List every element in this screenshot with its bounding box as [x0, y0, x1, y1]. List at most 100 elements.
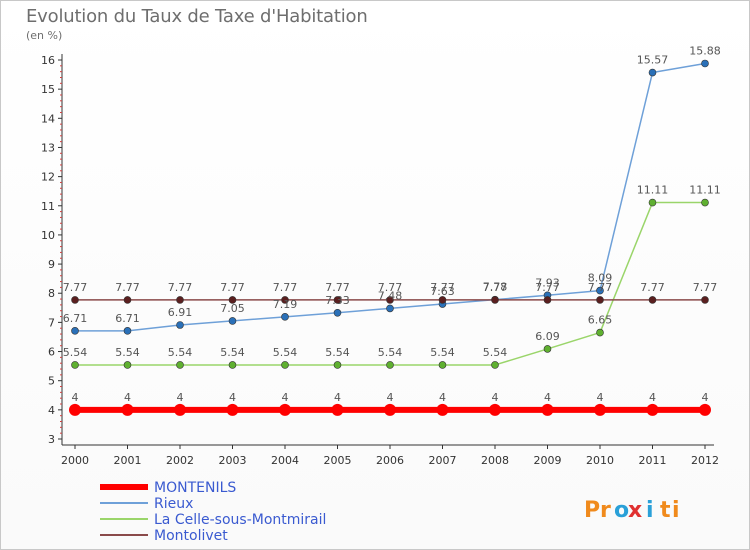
data-point [701, 296, 709, 304]
data-label: 5.54 [430, 346, 455, 359]
chart-title: Evolution du Taux de Taxe d'Habitation [26, 6, 368, 27]
data-label: 4 [72, 391, 79, 404]
data-point [491, 361, 499, 369]
data-label: 4 [387, 391, 394, 404]
data-label: 5.54 [168, 346, 193, 359]
x-tick-label: 2012 [691, 454, 719, 467]
chart-subtitle: (en %) [26, 29, 63, 42]
data-label: 7.93 [535, 276, 560, 289]
x-tick-label: 2006 [376, 454, 404, 467]
y-tick-label: 15 [41, 83, 55, 96]
data-point [596, 296, 604, 304]
legend-label: MONTENILS [154, 480, 236, 496]
data-point [386, 304, 394, 313]
legend-label: Montolivet [154, 528, 228, 544]
data-point [648, 296, 657, 304]
data-label: 5.54 [273, 346, 298, 359]
data-point [176, 361, 184, 369]
data-label: 7.77 [325, 281, 350, 294]
data-label: 4 [597, 391, 604, 404]
legend-label: Rieux [154, 496, 193, 512]
data-point [594, 403, 606, 416]
y-tick-label: 4 [48, 404, 55, 417]
data-point [596, 328, 604, 337]
data-label: 4 [492, 391, 499, 404]
logo-letter: t [660, 498, 671, 523]
data-label: 4 [282, 391, 289, 404]
data-label: 6.91 [168, 306, 193, 319]
data-label: 7.05 [220, 302, 245, 315]
data-point [226, 403, 239, 416]
x-tick-label: 2000 [61, 454, 89, 467]
data-label: 5.54 [115, 346, 140, 359]
data-label: 5.54 [63, 346, 88, 359]
data-point [121, 403, 134, 416]
data-label: 5.54 [483, 346, 508, 359]
data-label: 6.71 [115, 312, 140, 325]
data-point [489, 403, 501, 416]
data-point [71, 296, 79, 304]
y-tick-label: 10 [41, 229, 55, 242]
data-label: 5.54 [220, 346, 245, 359]
data-label: 7.77 [115, 281, 140, 294]
x-tick-label: 2005 [324, 454, 352, 467]
y-tick-label: 13 [41, 141, 55, 154]
data-point [123, 296, 132, 304]
data-point [438, 296, 447, 304]
data-point [176, 296, 184, 304]
data-point [71, 361, 79, 369]
data-point [176, 321, 184, 329]
data-label: 8.09 [588, 272, 613, 285]
data-label: 7.77 [693, 281, 718, 294]
data-label: 7.77 [168, 281, 193, 294]
data-point [228, 317, 237, 325]
data-label: 7.77 [588, 281, 613, 294]
data-label: 7.77 [378, 281, 403, 294]
legend-label: La Celle-sous-Montmirail [154, 512, 326, 528]
data-point [331, 403, 344, 416]
series-layer [69, 59, 711, 416]
y-tick-label: 5 [48, 375, 55, 388]
data-label: 11.11 [689, 184, 721, 197]
data-label: 4 [544, 391, 551, 404]
data-point [281, 313, 289, 321]
x-tick-label: 2008 [481, 454, 509, 467]
x-tick-label: 2001 [114, 454, 142, 467]
data-label: 7.77 [220, 281, 245, 294]
data-point [646, 403, 659, 416]
data-point [386, 361, 394, 369]
data-point [333, 361, 342, 369]
data-label: 4 [229, 391, 236, 404]
logo-letter: o [614, 498, 629, 523]
y-tick-label: 9 [48, 258, 55, 271]
data-point [596, 286, 604, 295]
y-tick-label: 16 [41, 54, 55, 67]
data-label: 4 [649, 391, 656, 404]
data-label: 4 [177, 391, 184, 404]
y-tick-label: 14 [41, 112, 55, 125]
x-tick-label: 2010 [586, 454, 614, 467]
data-point [543, 296, 552, 304]
data-label: 6.65 [588, 314, 613, 327]
x-tick-label: 2009 [534, 454, 562, 467]
x-tick-label: 2002 [166, 454, 194, 467]
logo-letter: P [584, 498, 600, 523]
axes: 3 4 5 6 7 8 9 10 11 12 13 14 15 16 2000 2001 2002 2003 200… [41, 54, 719, 467]
data-point [648, 198, 657, 207]
x-tick-label: 2003 [219, 454, 247, 467]
logo-letter: r [600, 498, 611, 523]
data-label: 5.54 [325, 346, 350, 359]
data-label: 7.77 [430, 281, 455, 294]
y-tick-label: 8 [48, 287, 55, 300]
data-label: 15.57 [637, 54, 669, 67]
data-point [281, 361, 289, 369]
x-tick-label: 2011 [639, 454, 667, 467]
data-point [491, 296, 499, 304]
data-label: 7.77 [535, 281, 560, 294]
data-label: 7.77 [273, 281, 298, 294]
data-label: 7.77 [63, 281, 88, 294]
